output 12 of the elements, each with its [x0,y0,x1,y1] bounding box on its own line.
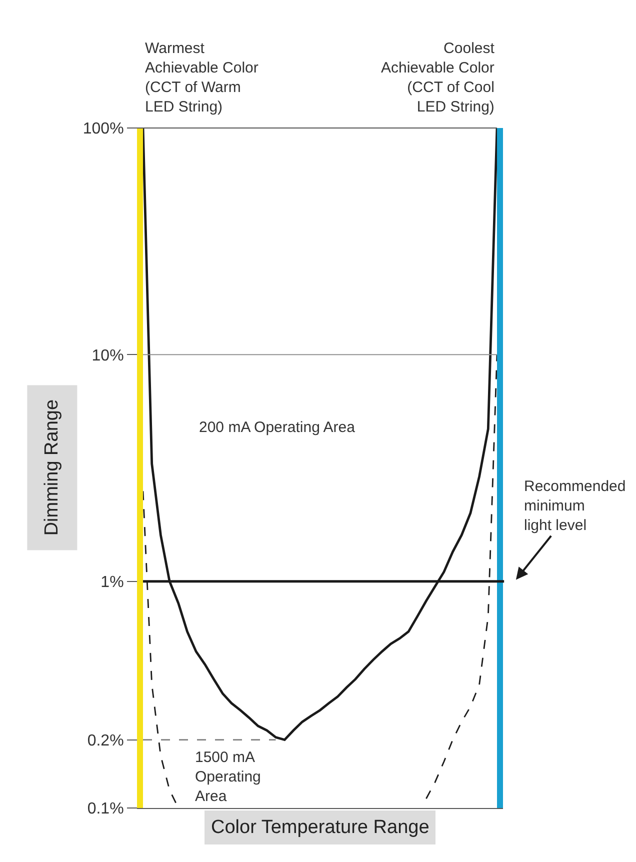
y-tick-label: 10% [92,347,124,364]
y-tick-label: 0.1% [87,800,124,818]
annotation: 200 mA Operating Area [199,419,356,436]
text: Warmest Achievable Color (CCT of Warm LED String) [145,40,258,116]
x-axis-title: Color Temperature Range [211,817,430,838]
annotation: 1500 mA Operating Area [195,749,261,805]
y-tick-label: 0.2% [87,732,124,750]
y-tick-label: 1% [100,574,124,591]
ref-line-label: Recommended minimum light level [524,478,626,534]
text: Coolest Achievable Color (CCT of Cool LED String) [381,40,496,116]
y-tick-label: 100% [82,120,124,138]
y-axis-title: Dimming Range [42,399,63,536]
